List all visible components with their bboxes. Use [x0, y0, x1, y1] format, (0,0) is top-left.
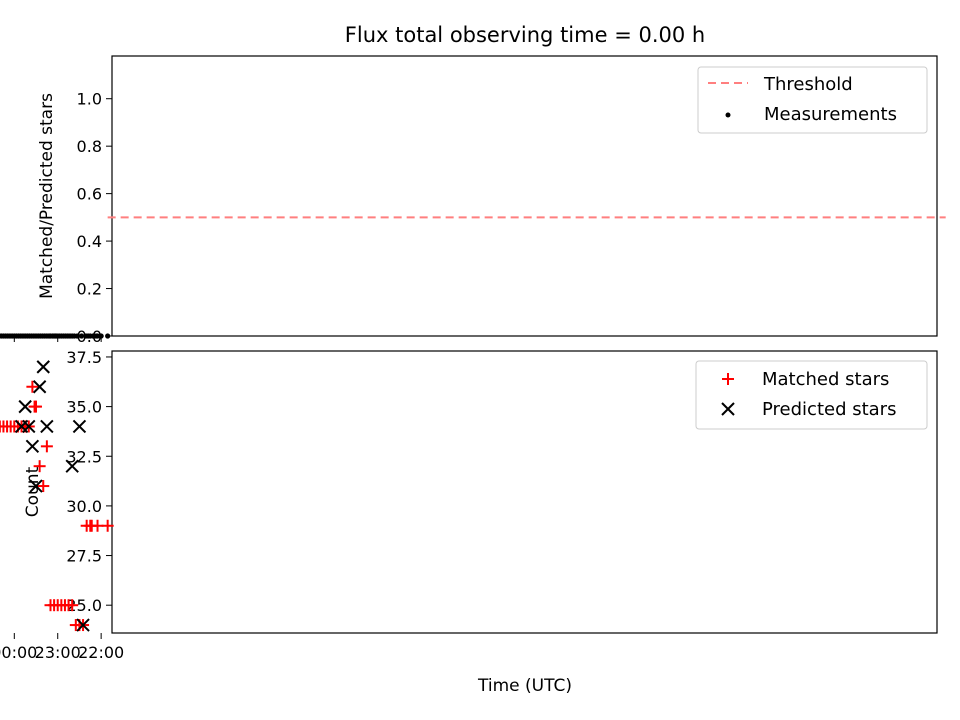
legend-measurements-swatch — [725, 112, 731, 118]
predicted-star-point — [18, 399, 32, 414]
y-tick-label: 30.0 — [66, 497, 102, 516]
matched-star-point — [26, 380, 39, 393]
legend-predicted-swatch — [721, 402, 735, 416]
matched-star-point — [101, 519, 114, 532]
legend-predicted-label: Predicted stars — [762, 399, 896, 420]
x-tick-label: 23:00 — [35, 643, 81, 662]
matched-star-point — [80, 519, 93, 532]
matched-star-point — [40, 440, 53, 453]
bottom-plot-area — [111, 350, 938, 634]
y-tick-label: 35.0 — [66, 398, 102, 417]
x-axis-label: Time (UTC) — [477, 676, 572, 696]
top-data-marks — [0, 216, 946, 339]
y-tick-label: 0.8 — [77, 137, 102, 156]
legend-matched-label: Matched stars — [762, 369, 889, 390]
matched-star-point — [0, 425, 3, 428]
y-tick-label: 0.2 — [77, 280, 102, 299]
top-plot-area — [111, 55, 938, 337]
legend-measurements-label: Measurements — [764, 104, 897, 125]
legend-threshold-label: Threshold — [763, 74, 853, 95]
matched-star-point — [69, 619, 82, 632]
y-tick-label: 0.4 — [77, 232, 102, 251]
matched-star-point — [28, 400, 41, 413]
measurement-point — [105, 333, 111, 339]
predicted-star-point — [65, 459, 79, 473]
measurement-point — [98, 333, 104, 339]
top-y-ticks: 0.00.20.40.60.81.0 — [77, 90, 112, 346]
matched-star-point — [37, 480, 50, 493]
matched-star-point — [44, 599, 57, 612]
bottom-y-ticks: 25.0 27.5 30.0 32.5 35.0 37.5 — [66, 348, 112, 615]
measurement-point — [83, 333, 89, 339]
bottom-legend: Matched stars Predicted stars — [695, 360, 928, 430]
predicted-star-point — [40, 419, 54, 434]
y-tick-label: 37.5 — [66, 348, 102, 367]
y-tick-label: 27.5 — [66, 547, 102, 566]
bottom-data-marks — [0, 360, 114, 632]
y-tick-label: 32.5 — [66, 447, 102, 466]
predicted-star-point — [32, 380, 47, 394]
bottom-panel: 25.0 27.5 30.0 32.5 35.0 37.5 22:0023:0000:00… — [0, 348, 938, 696]
y-tick-label: 25.0 — [66, 596, 102, 615]
predicted-star-point — [25, 439, 40, 454]
top-panel: 0.00.20.40.60.81.0 Matched/Predicted sta… — [0, 55, 946, 346]
legend-matched-swatch — [722, 373, 734, 385]
predicted-star-point — [29, 479, 43, 493]
predicted-star-point — [76, 618, 90, 632]
matched-star-point — [33, 460, 46, 473]
y-tick-label: 0.6 — [77, 185, 102, 204]
bottom-legend-box — [695, 360, 928, 430]
top-legend-box — [697, 66, 928, 134]
bottom-y-axis-label: Count — [23, 466, 43, 517]
top-legend: Threshold Measurements — [697, 66, 928, 134]
x-tick-label: 22:00 — [78, 643, 124, 662]
measurement-point — [79, 333, 85, 339]
matched-star-point — [0, 420, 6, 433]
predicted-star-point — [72, 419, 87, 434]
predicted-star-point — [36, 360, 50, 374]
chart-title: Flux total observing time = 0.00 h — [345, 23, 705, 47]
x-tick-label: 00:00 — [0, 643, 37, 662]
predicted-star-point — [14, 419, 29, 434]
top-y-axis-label: Matched/Predicted stars — [37, 93, 57, 299]
y-tick-label: 1.0 — [77, 90, 102, 109]
measurement-point — [0, 333, 2, 339]
